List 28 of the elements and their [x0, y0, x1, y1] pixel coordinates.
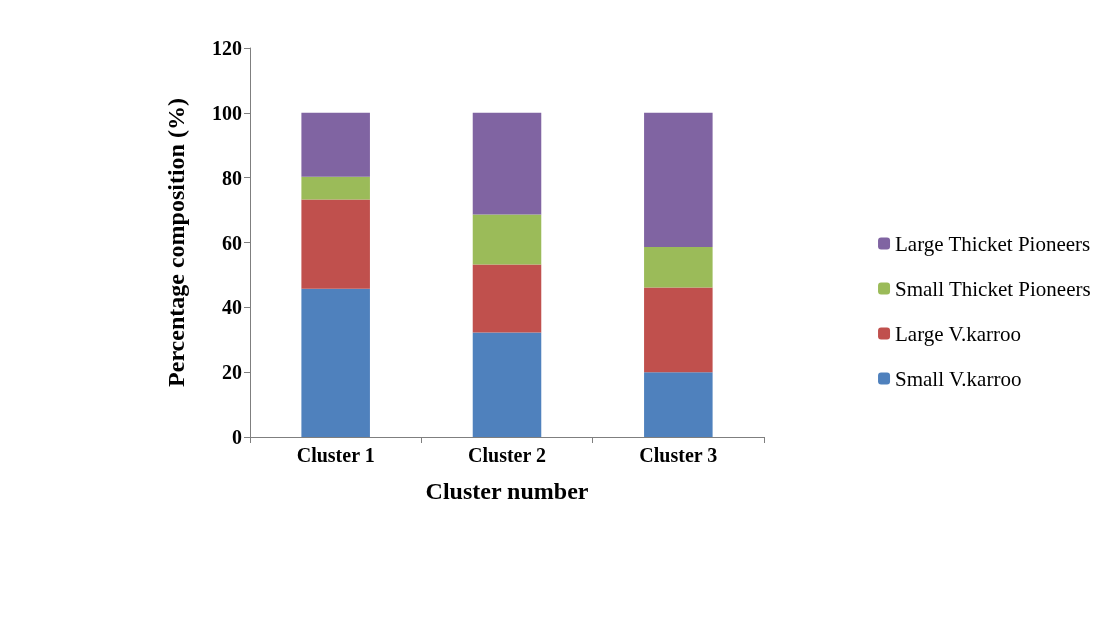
y-tick-label: 100	[212, 101, 242, 124]
y-tick-label: 120	[212, 37, 242, 59]
bar	[472, 332, 542, 437]
y-tick-label: 60	[222, 231, 242, 254]
x-tick-label: Cluster 2	[468, 444, 546, 466]
bar	[644, 247, 713, 288]
y-tick-label: 0	[232, 426, 242, 448]
bar	[301, 176, 370, 200]
legend-label: Large Thicket Pioneers	[895, 231, 1091, 256]
bar	[644, 372, 713, 437]
y-tick-label: 40	[222, 296, 242, 319]
bar	[301, 288, 370, 437]
y-tick-label: 20	[222, 361, 242, 384]
legend-label: Small Thicket Pioneers	[895, 276, 1091, 301]
bar	[301, 199, 370, 289]
y-axis-title: Percentage composition (%)	[163, 98, 189, 387]
bar	[472, 112, 542, 215]
legend-label: Large V.karroo	[895, 321, 1022, 346]
bar	[644, 112, 713, 248]
bar	[644, 287, 713, 373]
y-tick-label: 80	[222, 166, 242, 189]
x-tick-label: Cluster 3	[639, 444, 718, 466]
x-tick-label: Cluster 1	[296, 444, 375, 466]
bar	[472, 214, 542, 265]
legend-label: Small V.karroo	[895, 366, 1022, 391]
bar	[301, 112, 370, 177]
bar	[472, 264, 542, 333]
x-axis-title: Cluster number	[425, 478, 589, 504]
